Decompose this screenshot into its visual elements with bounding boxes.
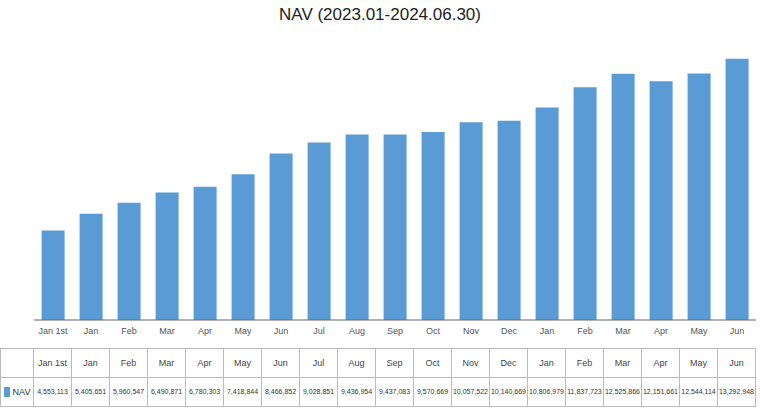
html-text:Mar: Mar <box>158 358 175 368</box>
svg-text:Nov: Nov <box>463 326 480 336</box>
svg-text:Jan 1st: Jan 1st <box>38 326 68 336</box>
html-text:Dec: Dec <box>500 358 517 368</box>
html-text:7,418,844: 7,418,844 <box>226 388 259 395</box>
svg-text:Apr: Apr <box>198 326 212 336</box>
html-text:5,960,547: 5,960,547 <box>112 388 145 395</box>
html-text:Jun: Jun <box>273 358 288 368</box>
html-text:Oct: Oct <box>425 358 440 368</box>
svg-text:Apr: Apr <box>654 326 668 336</box>
svg-text:Mar: Mar <box>159 326 175 336</box>
html-text:9,437,083: 9,437,083 <box>378 388 411 395</box>
html-text:10,806,979: 10,806,979 <box>529 388 564 395</box>
svg-text:Jul: Jul <box>313 326 325 336</box>
svg-text:Jan: Jan <box>540 326 555 336</box>
html-text:Sep: Sep <box>386 358 403 368</box>
html-text:Jan: Jan <box>83 358 98 368</box>
svg-text:Feb: Feb <box>121 326 137 336</box>
html-text:9,436,954: 9,436,954 <box>340 388 373 395</box>
svg-text:Sep: Sep <box>387 326 403 336</box>
html-text:Mar: Mar <box>614 358 631 368</box>
html-text:Apr: Apr <box>653 358 668 368</box>
html-text:9,570,669: 9,570,669 <box>416 388 449 395</box>
html-text:12,544,114: 12,544,114 <box>681 388 716 395</box>
html-text:Jan: Jan <box>539 358 554 368</box>
html-text:Jul: Jul <box>312 358 325 368</box>
html-text:Feb: Feb <box>120 358 137 368</box>
html-text:12,525,866: 12,525,866 <box>605 388 640 395</box>
svg-text:Feb: Feb <box>577 326 593 336</box>
svg-text:Oct: Oct <box>426 326 441 336</box>
svg-text:Jun: Jun <box>274 326 289 336</box>
html-text:NAV (2023.01-2024.06.30): NAV (2023.01-2024.06.30) <box>279 5 481 24</box>
svg-text:Mar: Mar <box>615 326 631 336</box>
html-text:May: May <box>690 358 707 368</box>
html-text:12,151,661: 12,151,661 <box>643 388 678 395</box>
svg-text:Jan: Jan <box>84 326 99 336</box>
html-text:Jan 1st: Jan 1st <box>38 358 67 368</box>
html-text:Apr: Apr <box>197 358 212 368</box>
html-text:Nov: Nov <box>462 358 479 368</box>
svg-text:May: May <box>690 326 708 336</box>
html-text:Jun: Jun <box>729 358 744 368</box>
html-text:8,466,852: 8,466,852 <box>264 388 297 395</box>
html-text:13,292,948: 13,292,948 <box>719 388 754 395</box>
svg-text:Aug: Aug <box>349 326 365 336</box>
html-text:4,553,113: 4,553,113 <box>37 388 68 395</box>
html-text:Feb: Feb <box>576 358 593 368</box>
html-text:NAV: NAV <box>12 387 31 397</box>
svg-text:Dec: Dec <box>501 326 518 336</box>
svg-text:Jun: Jun <box>730 326 745 336</box>
html-text:6,490,871: 6,490,871 <box>150 388 183 395</box>
html-text:9,028,851: 9,028,851 <box>302 388 335 395</box>
html-text:6,780,303: 6,780,303 <box>188 388 221 395</box>
html-text:10,140,669: 10,140,669 <box>491 388 526 395</box>
svg-text:May: May <box>234 326 252 336</box>
html-text:11,837,723: 11,837,723 <box>567 388 602 395</box>
html-text:May: May <box>234 358 251 368</box>
html-text:Aug: Aug <box>348 358 365 368</box>
html-text:10,057,522: 10,057,522 <box>453 388 488 395</box>
html-text:5,405,651: 5,405,651 <box>74 388 107 395</box>
